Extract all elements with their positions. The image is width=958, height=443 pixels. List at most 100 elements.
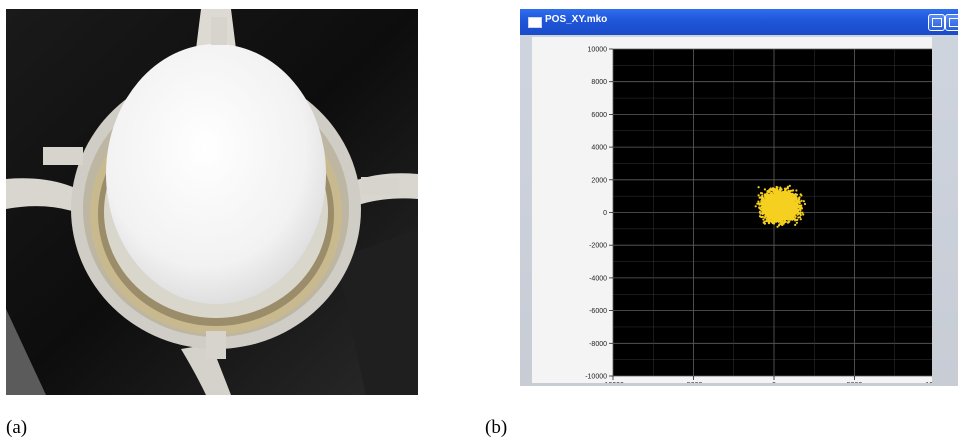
data-point — [769, 215, 772, 218]
data-point — [773, 194, 776, 197]
data-point — [775, 197, 778, 200]
data-point — [776, 214, 779, 217]
data-point — [781, 195, 784, 199]
data-point — [777, 194, 780, 198]
data-point — [795, 199, 798, 202]
minimize-button[interactable] — [928, 14, 945, 31]
data-point — [786, 203, 790, 206]
data-point — [785, 187, 788, 190]
y-tick-label: 4000 — [591, 145, 607, 152]
data-point — [778, 209, 781, 212]
data-point — [772, 189, 775, 192]
data-point — [790, 189, 794, 192]
data-point — [777, 190, 780, 193]
data-point — [779, 220, 782, 223]
data-point — [763, 207, 766, 210]
data-point — [765, 196, 768, 199]
data-point — [799, 193, 802, 196]
data-point — [761, 215, 764, 218]
data-point — [783, 212, 786, 215]
data-point — [767, 211, 771, 214]
data-point — [781, 206, 784, 209]
data-point — [775, 194, 778, 197]
data-point — [778, 202, 781, 206]
data-point — [765, 211, 769, 214]
data-point — [767, 197, 770, 200]
data-point — [754, 205, 757, 208]
maximize-button[interactable] — [945, 14, 958, 31]
y-tick-label: -6000 — [589, 308, 607, 315]
data-point — [776, 186, 779, 189]
y-tick-label: -4000 — [589, 275, 607, 282]
data-point — [776, 188, 779, 191]
data-point — [765, 200, 768, 203]
y-tick-label: 2000 — [591, 177, 607, 184]
y-tick-label: 6000 — [591, 112, 607, 119]
window-titlebar[interactable]: POS_XY.mko — [520, 9, 958, 35]
data-point — [790, 200, 793, 203]
xy-position-plot: 10000 8000 6000 4000 2000 0 -2000 -4000 -6000 -80… — [532, 37, 932, 383]
data-point — [771, 196, 774, 199]
data-point — [795, 221, 798, 224]
data-point — [761, 211, 764, 215]
data-point — [763, 193, 766, 196]
data-point — [797, 209, 800, 212]
data-point — [784, 205, 787, 208]
data-point — [769, 219, 772, 222]
data-point — [773, 207, 776, 210]
y-tick-label: 10000 — [588, 47, 608, 54]
data-point — [790, 212, 793, 215]
data-point — [778, 200, 781, 203]
data-point — [774, 213, 777, 216]
data-point — [781, 221, 784, 224]
data-point — [794, 202, 797, 205]
data-point — [768, 218, 771, 221]
data-point — [792, 194, 795, 197]
data-point — [790, 194, 793, 197]
data-point — [769, 193, 772, 196]
data-point — [797, 216, 800, 219]
data-point — [794, 223, 797, 226]
data-point — [772, 216, 775, 220]
data-point — [758, 210, 761, 213]
data-point — [781, 201, 784, 204]
data-point — [785, 192, 788, 195]
data-point — [777, 217, 780, 220]
x-tick-label: 5000 — [847, 382, 863, 383]
data-point — [799, 209, 802, 212]
data-point — [802, 213, 805, 216]
data-point — [786, 218, 789, 221]
data-point — [763, 220, 766, 223]
data-point — [803, 202, 807, 206]
data-point — [759, 192, 763, 195]
data-point — [800, 204, 803, 207]
data-point — [759, 203, 762, 206]
data-point — [775, 220, 778, 223]
data-point — [800, 199, 803, 202]
data-point — [766, 219, 770, 223]
window-title: POS_XY.mko — [545, 14, 608, 25]
data-point — [793, 213, 796, 217]
data-point — [776, 225, 779, 228]
data-point — [786, 185, 789, 188]
data-point — [786, 210, 790, 213]
monitor-screenshot: POS_XY.mko 10000 8000 6000 4000 2000 0 -2000 -4… — [520, 9, 958, 386]
data-point — [787, 221, 790, 224]
data-point — [787, 205, 790, 208]
data-point — [759, 212, 762, 215]
data-point — [779, 188, 782, 191]
data-point — [794, 209, 797, 212]
data-point — [783, 221, 786, 224]
data-point — [785, 200, 788, 203]
window-icon — [528, 17, 542, 28]
data-point — [799, 218, 802, 221]
data-point — [773, 201, 776, 204]
data-point — [788, 200, 791, 203]
data-point — [778, 198, 781, 201]
data-point — [788, 194, 791, 197]
data-point — [799, 212, 802, 215]
data-point — [767, 213, 770, 216]
data-point — [782, 197, 786, 200]
data-point — [763, 222, 766, 225]
data-point — [784, 217, 787, 220]
